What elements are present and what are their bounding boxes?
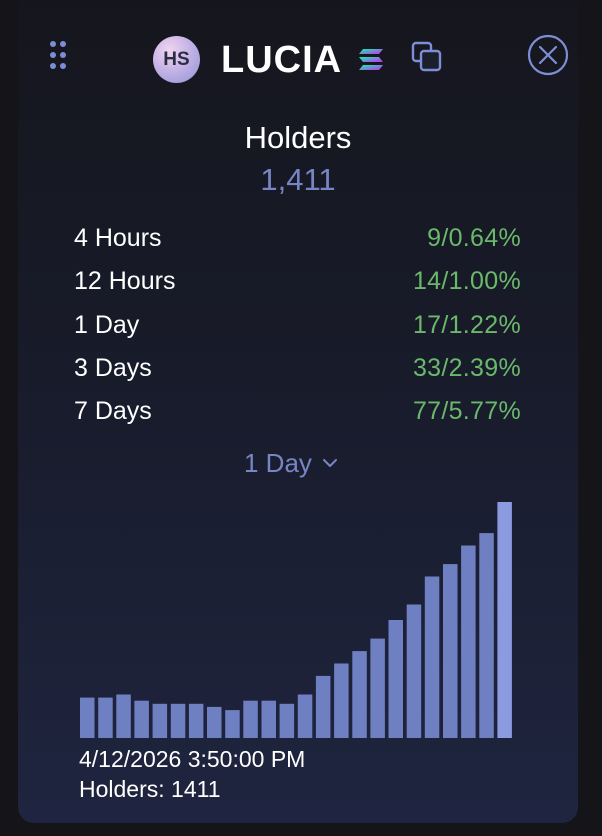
- header: HS LUCIA: [0, 0, 602, 110]
- chart-bar[interactable]: [170, 703, 186, 738]
- stat-row-1-day: 1 Day 17/1.22%: [74, 311, 521, 354]
- stat-label: 4 Hours: [74, 224, 162, 252]
- tooltip-holders: Holders: 1411: [79, 776, 221, 803]
- stat-row-4-hours: 4 Hours 9/0.64%: [74, 224, 521, 267]
- stat-row-12-hours: 12 Hours 14/1.00%: [74, 267, 521, 310]
- chart-bar[interactable]: [370, 638, 385, 738]
- solana-icon: [359, 49, 383, 70]
- chart-bar[interactable]: [461, 545, 476, 739]
- stat-row-7-days: 7 Days 77/5.77%: [74, 397, 521, 440]
- chart-bar[interactable]: [116, 694, 131, 739]
- time-range-label: 1 Day: [244, 447, 312, 478]
- chart-bar[interactable]: [443, 564, 458, 738]
- tooltip-date: 4/12/2026 3:50:00 PM: [79, 746, 306, 772]
- stat-value: 9/0.64%: [427, 224, 521, 252]
- chart-bar[interactable]: [388, 620, 404, 738]
- holders-bar-chart[interactable]: [0, 490, 602, 740]
- chart-bar[interactable]: [188, 703, 204, 738]
- stat-label: 1 Day: [74, 310, 140, 339]
- stat-row-3-days: 3 Days 33/2.39%: [74, 354, 521, 397]
- close-icon[interactable]: [527, 34, 569, 76]
- stat-label: 3 Days: [74, 353, 152, 382]
- chart-bar[interactable]: [279, 703, 295, 738]
- stat-value: 14/1.00%: [412, 267, 521, 296]
- chart-bar[interactable]: [98, 697, 113, 738]
- time-range-select[interactable]: 1 Day: [244, 446, 338, 480]
- stat-value: 77/5.77%: [412, 397, 521, 426]
- chart-bar[interactable]: [243, 700, 258, 738]
- tooltip-holders-value: 1411: [171, 776, 221, 802]
- tooltip-holders-label: Holders:: [79, 776, 165, 802]
- chart-bar[interactable]: [352, 651, 367, 738]
- chart-bar[interactable]: [225, 710, 240, 738]
- chart-bar[interactable]: [152, 703, 168, 738]
- holders-title: Holders: [244, 120, 352, 155]
- token-name: LUCIA: [221, 39, 343, 81]
- holder-change-list: 4 Hours 9/0.64% 12 Hours 14/1.00% 1 Day …: [74, 224, 521, 440]
- chart-bar[interactable]: [497, 502, 512, 738]
- chart-bar[interactable]: [424, 576, 440, 739]
- chart-bar[interactable]: [334, 663, 349, 739]
- holders-count: 1,411: [260, 162, 336, 197]
- stat-value: 33/2.39%: [412, 353, 521, 382]
- copy-icon[interactable]: [410, 40, 444, 74]
- chevron-down-icon: [322, 459, 337, 467]
- chart-bar[interactable]: [261, 700, 277, 738]
- chart-bar[interactable]: [80, 697, 95, 738]
- drag-handle-icon[interactable]: [48, 40, 68, 70]
- chart-bar[interactable]: [479, 533, 494, 738]
- avatar: HS: [153, 36, 200, 83]
- chart-bar[interactable]: [406, 604, 422, 739]
- stat-label: 7 Days: [74, 397, 152, 426]
- chart-bar[interactable]: [134, 700, 149, 738]
- chart-bar[interactable]: [207, 706, 222, 738]
- chart-bar[interactable]: [297, 694, 313, 739]
- chart-bar[interactable]: [315, 675, 331, 738]
- stat-value: 17/1.22%: [412, 310, 521, 339]
- stat-label: 12 Hours: [74, 267, 176, 296]
